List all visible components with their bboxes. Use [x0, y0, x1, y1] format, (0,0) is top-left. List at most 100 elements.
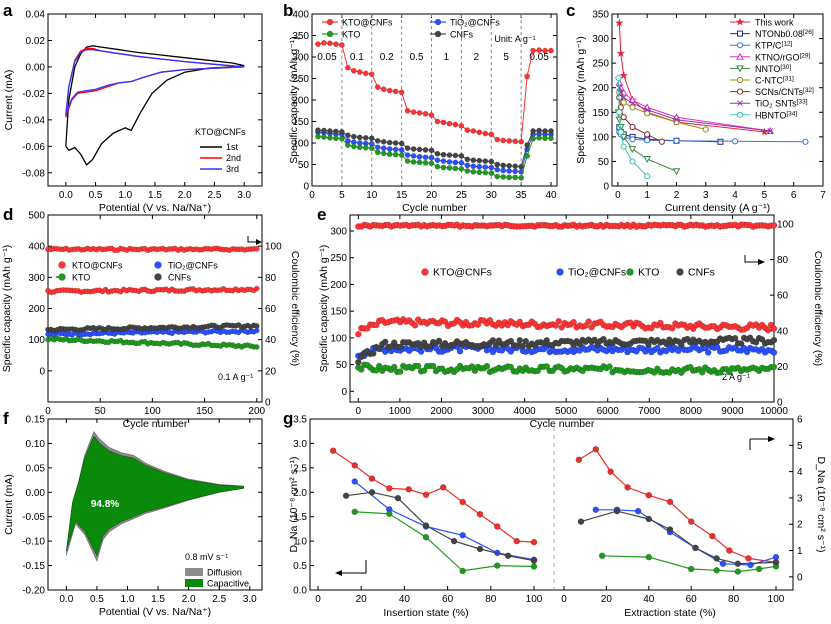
rate-point: [374, 144, 381, 151]
capacity-point: [701, 344, 709, 352]
capacity-point: [381, 338, 389, 346]
y2-tick-label: 4: [797, 467, 803, 478]
capacity-point: [654, 344, 661, 352]
x-axis-label: Cycle number: [530, 418, 595, 430]
diffusion-point: [422, 533, 430, 541]
capacity-point: [764, 326, 772, 334]
scan-rate-label: 0.8 mV s⁻¹: [185, 552, 228, 562]
rate-point: [482, 164, 489, 170]
rate-point: [386, 87, 393, 94]
x-axis-label-extraction: Extraction state (%): [624, 607, 716, 619]
diffusion-point: [459, 567, 466, 575]
data-marker: [644, 110, 651, 117]
legend-marker: [736, 111, 744, 118]
rate-point: [422, 110, 429, 117]
diffusion-point: [351, 462, 358, 469]
capacity-point: [370, 350, 377, 357]
y-tick-label: -0.06: [22, 142, 45, 153]
rate-point: [446, 152, 453, 158]
x-tick-label: 4000: [513, 406, 536, 417]
capacity-point: [663, 340, 670, 348]
diffusion-point: [592, 446, 600, 453]
y2-tick-label: 20: [265, 366, 277, 377]
capacity-point: [396, 343, 404, 351]
legend-marker: [434, 18, 442, 26]
y2-tick-label: 0: [797, 572, 803, 583]
capacity-point: [474, 321, 482, 328]
rate-point: [333, 41, 339, 47]
panel-label: a: [3, 1, 13, 20]
rate-point: [416, 153, 423, 160]
legend-label: KTNO/rGO[29]: [755, 52, 811, 62]
rate-point: [464, 162, 471, 169]
capacity-point: [591, 336, 598, 344]
rate-point: [512, 168, 519, 175]
x-tick-label: 3: [703, 190, 709, 201]
capacity-point: [600, 335, 607, 343]
x-axis-label: Potential (V vs. Na/Na⁺): [99, 202, 211, 214]
diffusion-point: [624, 484, 631, 491]
capacity-point: [663, 347, 670, 355]
efficiency-axis-arrow: [247, 236, 256, 243]
rate-point: [458, 159, 465, 166]
rate-point: [428, 160, 435, 167]
x-axis-label: Potential (V vs. Na/Na⁺): [99, 606, 211, 618]
panel-f: 0.0 0.5 1.0 1.5 2.0 2.5 3.0 -0.20 -0.15 -0.10 -0.0…: [3, 409, 263, 618]
x-tick-label: 9000: [721, 406, 744, 417]
capacity-point: [468, 363, 476, 370]
legend-label: Diffusion: [207, 568, 242, 578]
y-tick-label: 0.00: [26, 488, 46, 499]
x-tick-label: 3.0: [243, 594, 257, 605]
capacity-point: [675, 347, 682, 355]
plot-frame: [47, 418, 263, 591]
rate-point: [345, 142, 351, 148]
y-tick-label: 0.02: [26, 36, 46, 47]
x-tick-label: 2000: [430, 406, 453, 417]
efficiency-point: [253, 245, 260, 252]
data-marker: ★: [759, 126, 769, 138]
y2-tick-label: 80: [265, 273, 277, 284]
rate-point: [500, 162, 507, 169]
rate-point: [410, 146, 417, 152]
legend-label: CNFs: [450, 30, 473, 40]
x-tick-label: 1.5: [151, 594, 165, 605]
y-tick-label: 0.04: [26, 10, 46, 21]
rate-point: [488, 158, 495, 165]
y2-tick-label: 40: [777, 326, 789, 337]
data-marker: [658, 138, 665, 145]
y2-tick-label: 40: [265, 335, 277, 346]
capacity-point: [522, 337, 530, 345]
capacity-point: [752, 339, 760, 346]
data-marker: [615, 74, 622, 81]
x-tick-label: 100: [768, 594, 785, 605]
rate-point: [470, 168, 477, 175]
diffusion-point: [734, 568, 742, 575]
y2-tick-label: 3: [797, 493, 803, 504]
y-tick-label: 200: [592, 83, 609, 94]
y-tick-label: 400: [28, 242, 45, 253]
rate-point: [494, 166, 501, 173]
data-marker: [717, 138, 724, 145]
data-marker: [644, 137, 651, 144]
capacity-point: [420, 367, 428, 374]
legend-label: TiO₂ SNTs[33]: [755, 99, 808, 109]
x-tick-label: 200: [248, 406, 265, 417]
rate-point: [488, 170, 495, 176]
y-tick-label: 1.5: [293, 512, 307, 523]
capacitive-percentage: 94.8%: [91, 499, 119, 510]
legend-label: KTO@CNFs: [433, 267, 492, 279]
y-tick-label: -0.08: [22, 168, 45, 179]
diffusion-point: [734, 560, 742, 567]
rate-point: [518, 163, 524, 170]
capacity-point: [498, 347, 506, 354]
rate-point: [380, 145, 387, 152]
rate-point: [374, 138, 381, 144]
diffusion-point: [386, 510, 393, 518]
y-tick-label: 250: [330, 253, 347, 264]
capacity-point: [698, 369, 706, 376]
rate-point: [506, 174, 513, 181]
rate-point: [476, 163, 483, 170]
rate-point: [536, 134, 542, 141]
capacity-point: [390, 363, 398, 371]
capacity-point: [373, 321, 380, 329]
